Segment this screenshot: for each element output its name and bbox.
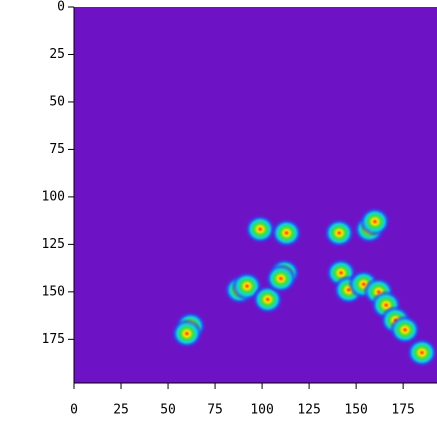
heatmap-background: [74, 7, 437, 383]
x-tick-label: 0: [70, 403, 78, 418]
heat-spot: [264, 263, 297, 294]
y-tick-label: 50: [49, 94, 65, 109]
y-tick-label: 0: [57, 0, 65, 15]
y-tick-label: 25: [49, 47, 65, 62]
heat-spot: [405, 337, 437, 368]
y-tick-label: 100: [42, 189, 65, 204]
x-tick-label: 50: [160, 403, 176, 418]
y-tick-label: 75: [49, 142, 65, 157]
x-tick-label: 25: [113, 403, 129, 418]
spots: [170, 206, 437, 368]
x-tick-label: 175: [391, 403, 414, 418]
x-tick-label: 100: [250, 403, 273, 418]
y-tick-label: 150: [42, 284, 65, 299]
y-tick-label: 175: [42, 332, 65, 347]
heat-spot: [270, 217, 303, 248]
y-tick-label: 125: [42, 237, 65, 252]
heat-spot: [244, 214, 277, 245]
x-tick-label: 125: [297, 403, 320, 418]
x-tick-label: 150: [344, 403, 367, 418]
heat-spot: [389, 314, 422, 345]
x-tick-label: 75: [207, 403, 223, 418]
heat-spot: [358, 206, 391, 237]
heat-spot: [170, 318, 203, 349]
heat-spot: [323, 217, 356, 248]
